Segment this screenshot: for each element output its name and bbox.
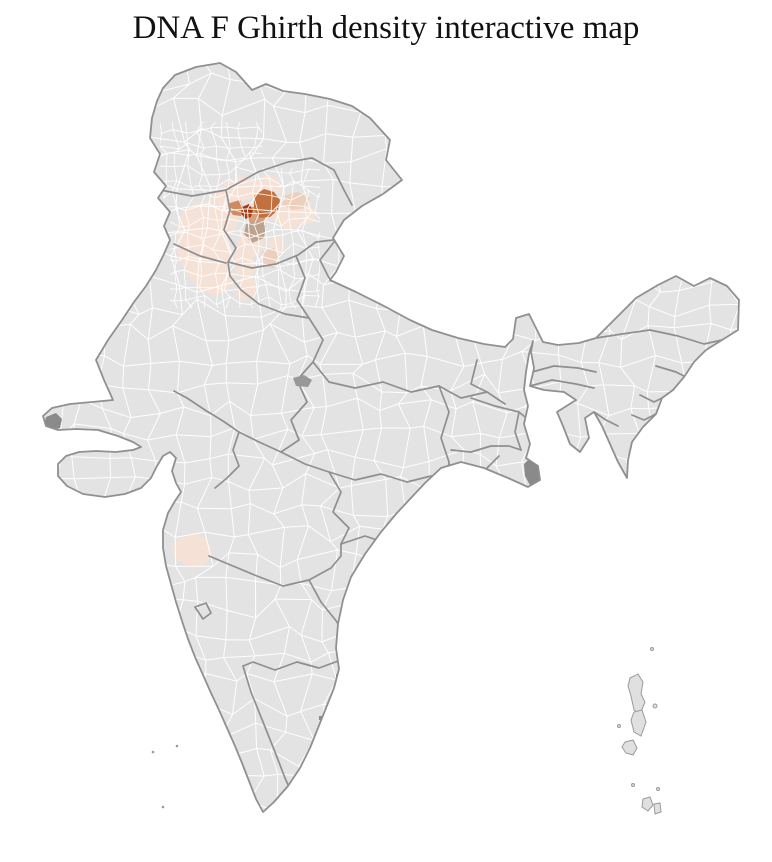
- page-title: DNA F Ghirth density interactive map: [132, 10, 640, 46]
- district-shaded-maharashtra[interactable]: [172, 534, 212, 568]
- india-outline: [42, 62, 740, 813]
- andaman-nicobar-islands[interactable]: [617, 647, 662, 815]
- district-shaded[interactable]: [232, 230, 264, 280]
- district-shaded[interactable]: [262, 248, 280, 268]
- chambal-patch: [293, 375, 312, 387]
- lakshadweep-islands[interactable]: [151, 744, 179, 809]
- puducherry-mark: [319, 716, 322, 720]
